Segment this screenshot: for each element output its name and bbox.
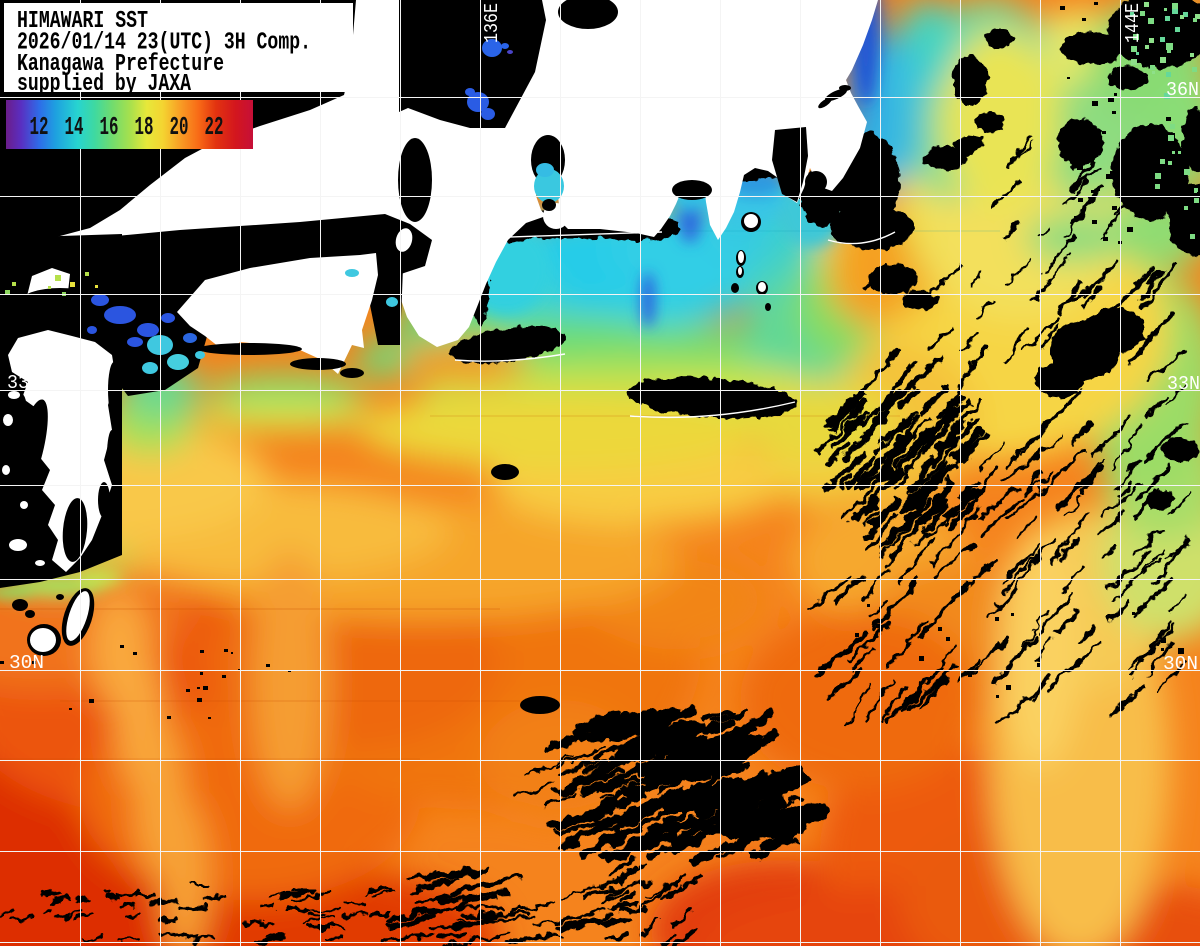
svg-text:136E: 136E xyxy=(481,3,503,43)
svg-text:33N: 33N xyxy=(1167,373,1200,395)
svg-text:HIMAWARI SST: HIMAWARI SST xyxy=(17,8,148,35)
svg-text:30N: 30N xyxy=(1163,653,1198,675)
svg-text:supplied by JAXA: supplied by JAXA xyxy=(17,71,191,98)
svg-text:22: 22 xyxy=(205,112,224,142)
svg-text:14: 14 xyxy=(65,112,84,142)
svg-text:36N: 36N xyxy=(1166,79,1199,101)
svg-text:30N: 30N xyxy=(9,652,44,674)
svg-text:33N: 33N xyxy=(7,372,40,394)
svg-text:12: 12 xyxy=(30,112,49,142)
svg-text:144E: 144E xyxy=(1122,3,1144,43)
svg-text:20: 20 xyxy=(170,112,189,142)
svg-text:16: 16 xyxy=(100,112,119,142)
svg-text:2026/01/14 23(UTC) 3H Comp.: 2026/01/14 23(UTC) 3H Comp. xyxy=(17,30,311,57)
svg-text:18: 18 xyxy=(135,112,154,142)
svg-text:Kanagawa Prefecture: Kanagawa Prefecture xyxy=(17,51,224,78)
